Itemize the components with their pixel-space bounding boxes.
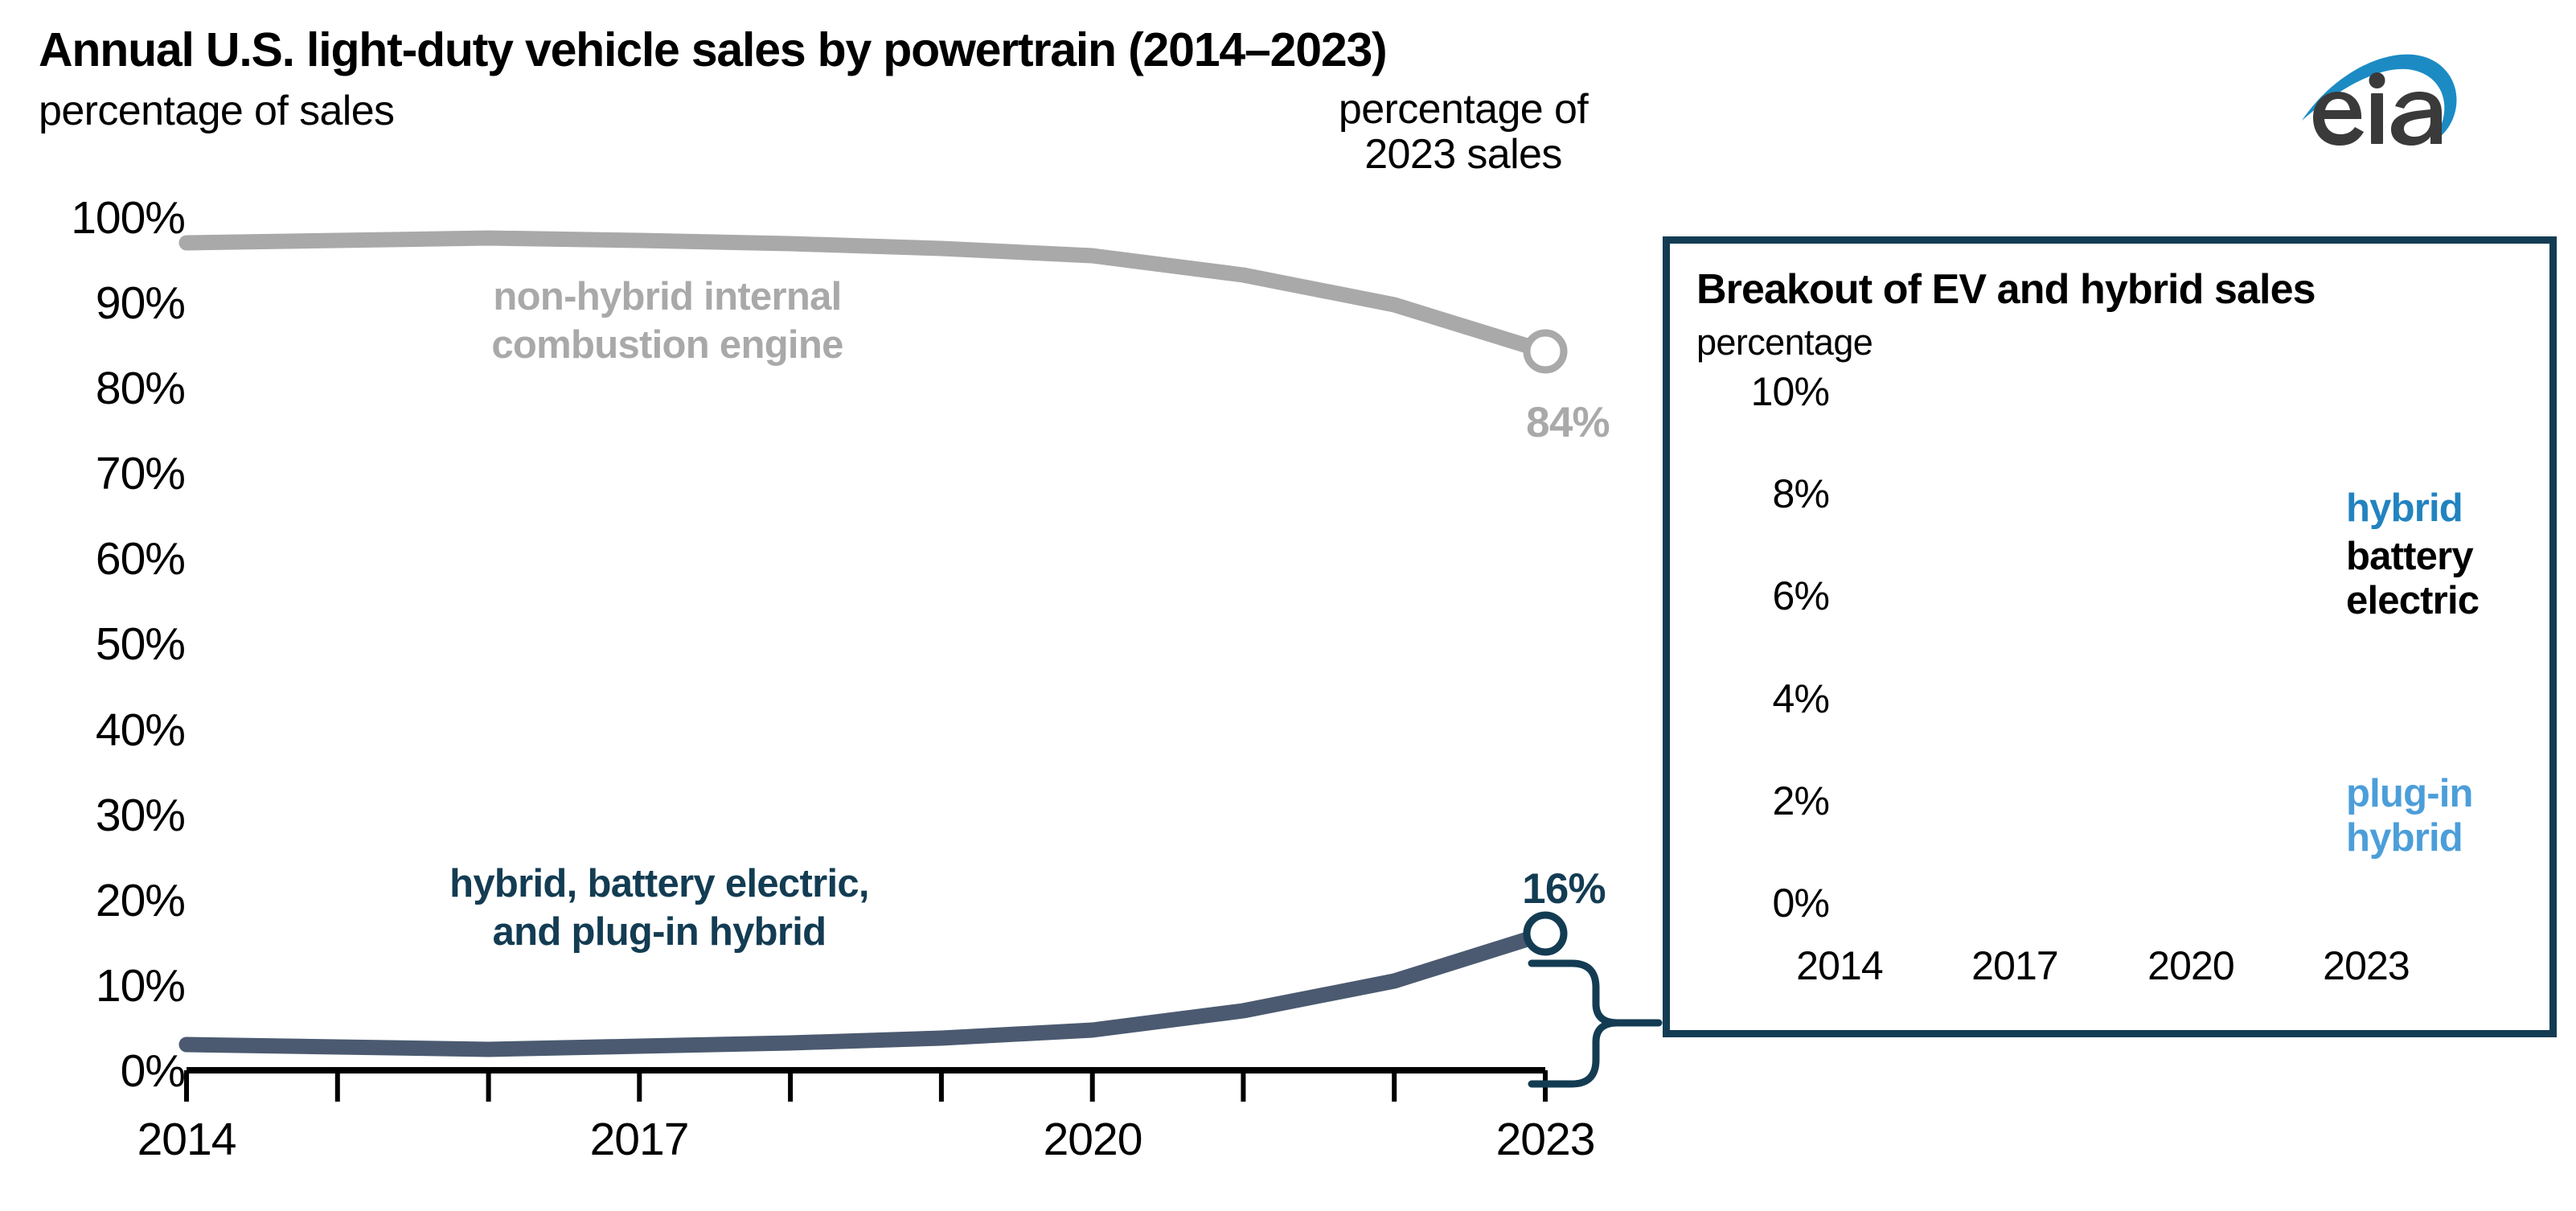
main-ytick-40: 40%: [95, 704, 186, 756]
main-xtick-2020: 2020: [1043, 1114, 1143, 1165]
endpoint-label-ev: 16%: [1522, 865, 1606, 913]
endpoint-marker-ice: [1523, 329, 1568, 374]
inset-ytick-0: 0%: [1772, 881, 1830, 926]
main-xtick-2017: 2017: [589, 1114, 690, 1165]
inset-ytick-8: 8%: [1772, 471, 1830, 516]
inset-subtitle: percentage: [1696, 322, 1873, 363]
inset-ytick-2: 2%: [1772, 778, 1830, 823]
annotation-ev-line1: hybrid, battery electric,: [449, 862, 869, 905]
main-plot-axes: [184, 1067, 1548, 1102]
main-ytick-70: 70%: [95, 448, 186, 499]
brace-connector: [1528, 959, 1663, 1088]
legend-label-battery-electric-line2: electric: [2346, 578, 2480, 622]
eia-wordmark: [2313, 72, 2442, 146]
inset-xtick-2014: 2014: [1796, 943, 1884, 988]
right-column-header-line2: 2023 sales: [1364, 131, 1562, 179]
chart-subtitle: percentage of sales: [39, 88, 395, 134]
main-xtick-2014: 2014: [137, 1114, 237, 1165]
inset-ytick-4: 4%: [1772, 676, 1830, 721]
page-title: Annual U.S. light-duty vehicle sales by …: [39, 23, 1388, 76]
main-ytick-100: 100%: [71, 192, 186, 244]
inset-ytick-6: 6%: [1772, 573, 1830, 618]
main-ytick-10: 10%: [95, 960, 186, 1012]
inset-title: Breakout of EV and hybrid sales: [1696, 266, 2316, 313]
main-ytick-90: 90%: [95, 277, 186, 329]
legend-label-battery-electric-line1: battery: [2346, 535, 2474, 578]
annotation-ev-line2: and plug-in hybrid: [492, 909, 827, 954]
main-ytick-60: 60%: [95, 533, 186, 585]
annotation-non-hybrid-ice: non-hybrid internal combustion engine: [386, 273, 949, 370]
series-line-non-hybrid-ice: [178, 230, 1568, 374]
main-ytick-30: 30%: [95, 790, 186, 841]
legend-label-hybrid: hybrid: [2346, 486, 2463, 530]
inset-xtick-2023: 2023: [2323, 943, 2410, 988]
legend-label-plug-in-hybrid: plug-in hybrid: [2346, 772, 2473, 860]
annotation-ice-line1: non-hybrid internal: [493, 275, 842, 318]
inset-xtick-2017: 2017: [1971, 943, 2059, 988]
legend-label-plug-in-hybrid-line2: hybrid: [2346, 815, 2463, 860]
endpoint-label-ice: 84%: [1526, 399, 1610, 446]
legend-label-plug-in-hybrid-line1: plug-in: [2346, 772, 2473, 815]
inset-xtick-2020: 2020: [2147, 943, 2235, 988]
annotation-ice-line2: combustion engine: [491, 322, 843, 367]
eia-logo: [2302, 54, 2457, 146]
right-column-header: percentage of 2023 sales: [1278, 87, 1648, 177]
main-ytick-0: 0%: [120, 1045, 186, 1097]
main-ytick-20: 20%: [95, 875, 186, 926]
inset-ytick-10: 10%: [1750, 369, 1830, 414]
annotation-ev-group: hybrid, battery electric, and plug-in hy…: [354, 860, 965, 957]
series-line-ev-total: [178, 911, 1568, 1057]
main-ytick-50: 50%: [95, 618, 186, 670]
right-column-header-line1: percentage of: [1338, 86, 1589, 133]
endpoint-marker-ev: [1523, 911, 1568, 956]
main-xtick-2023: 2023: [1495, 1114, 1596, 1165]
inset-panel: [1663, 236, 2557, 1037]
legend-label-battery-electric: battery electric: [2346, 535, 2480, 623]
main-ytick-80: 80%: [95, 363, 186, 414]
